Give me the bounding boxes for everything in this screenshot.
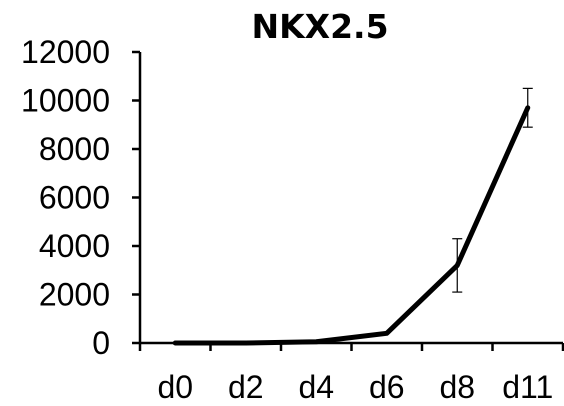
x-tick-label: d2	[228, 369, 264, 405]
y-tick-label: 10000	[21, 83, 110, 119]
x-axis: d0 d2 d4 d6 d8 d11	[138, 341, 564, 405]
y-tick-label: 12000	[21, 34, 110, 70]
x-tick-label: d6	[369, 369, 405, 405]
y-tick-label: 4000	[39, 228, 110, 264]
y-tick-label: 8000	[39, 131, 110, 167]
series-group	[172, 105, 531, 346]
y-tick-label: 2000	[39, 277, 110, 313]
x-tick-label: d8	[439, 369, 475, 405]
chart-title: NKX2.5	[251, 7, 388, 46]
y-tick-label: 0	[92, 325, 110, 361]
y-tick-label: 6000	[39, 180, 110, 216]
x-tick-label: d11	[502, 369, 553, 405]
x-tick-label: d4	[298, 369, 334, 405]
y-axis: 0 2000 4000 6000 8000 10000 12000	[21, 34, 142, 361]
series-line	[172, 105, 531, 346]
x-tick-label: d0	[157, 369, 193, 405]
